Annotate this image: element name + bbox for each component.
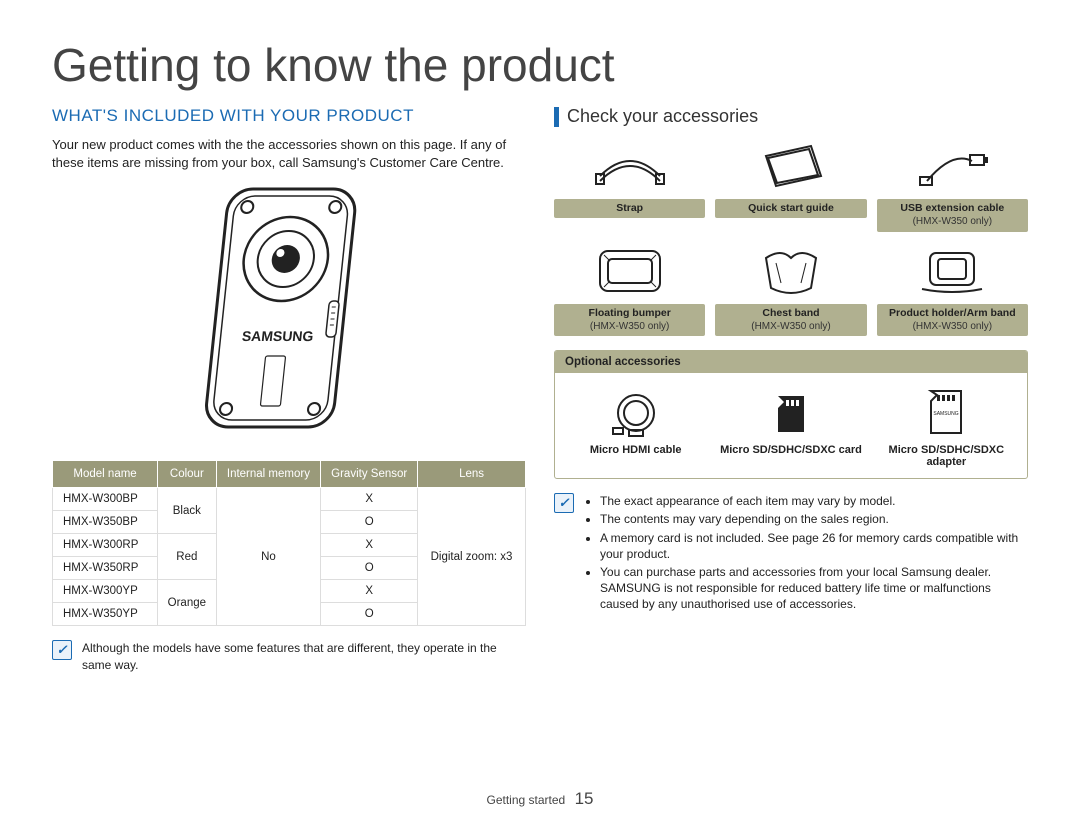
chest-icon xyxy=(715,242,866,300)
product-illustration: SAMSUNG xyxy=(52,181,526,444)
note-item: You can purchase parts and accessories f… xyxy=(600,564,1028,613)
holder-icon xyxy=(877,242,1028,300)
sub-heading: Check your accessories xyxy=(554,106,1028,127)
optional-item-label: Micro SD/SDHC/SDXC card xyxy=(716,444,865,456)
page-root: Getting to know the product WHAT'S INCLU… xyxy=(0,0,1080,673)
accessory-label: Strap xyxy=(554,199,705,218)
accessories-grid: Strap Quick start guide USB extension ca… xyxy=(554,137,1028,336)
svg-text:SAMSUNG: SAMSUNG xyxy=(241,328,314,344)
models-table: Model name Colour Internal memory Gravit… xyxy=(52,460,526,626)
table-row: HMX-W300BP Black No X Digital zoom: x3 xyxy=(53,488,526,511)
svg-text:SAMSUNG: SAMSUNG xyxy=(934,411,959,417)
microsd-icon xyxy=(716,385,865,440)
right-column: Check your accessories Strap Quick start… xyxy=(554,98,1028,673)
intro-paragraph: Your new product comes with the the acce… xyxy=(52,136,526,171)
sub-heading-text: Check your accessories xyxy=(567,106,758,127)
accessory-label: Product holder/Arm band(HMX-W350 only) xyxy=(877,304,1028,337)
optional-item-label: Micro HDMI cable xyxy=(561,444,710,456)
accessory-cell: Quick start guide xyxy=(715,137,866,232)
note-item: The exact appearance of each item may va… xyxy=(600,493,1028,509)
footer-page-number: 15 xyxy=(575,789,594,808)
optional-item: Micro HDMI cable xyxy=(561,385,710,468)
optional-accessories-box: Optional accessories Micro HDMI cable Mi… xyxy=(554,350,1028,479)
right-notes: ✓ The exact appearance of each item may … xyxy=(554,493,1028,614)
accessory-cell: Product holder/Arm band(HMX-W350 only) xyxy=(877,242,1028,337)
accessory-cell: Strap xyxy=(554,137,705,232)
optional-header: Optional accessories xyxy=(555,351,1027,373)
accessory-cell: USB extension cable(HMX-W350 only) xyxy=(877,137,1028,232)
left-note: ✓ Although the models have some features… xyxy=(52,640,526,672)
accessory-cell: Chest band(HMX-W350 only) xyxy=(715,242,866,337)
columns: WHAT'S INCLUDED WITH YOUR PRODUCT Your n… xyxy=(52,98,1028,673)
camera-icon: SAMSUNG xyxy=(204,181,374,441)
info-icon: ✓ xyxy=(52,640,72,660)
th-lens: Lens xyxy=(418,461,526,488)
section-title-included: WHAT'S INCLUDED WITH YOUR PRODUCT xyxy=(52,106,526,126)
usb-icon xyxy=(877,137,1028,195)
th-gravity: Gravity Sensor xyxy=(321,461,418,488)
accessory-label: Floating bumper(HMX-W350 only) xyxy=(554,304,705,337)
footer-section: Getting started xyxy=(487,793,566,807)
accessory-label: Quick start guide xyxy=(715,199,866,218)
sdadapter-icon: SAMSUNG xyxy=(872,385,1021,440)
note-item: The contents may vary depending on the s… xyxy=(600,511,1028,527)
accessory-label: Chest band(HMX-W350 only) xyxy=(715,304,866,337)
accessory-cell: Floating bumper(HMX-W350 only) xyxy=(554,242,705,337)
guide-icon xyxy=(715,137,866,195)
bumper-icon xyxy=(554,242,705,300)
notes-list: The exact appearance of each item may va… xyxy=(584,493,1028,614)
optional-item-label: Micro SD/SDHC/SDXC adapter xyxy=(872,444,1021,468)
left-note-text: Although the models have some features t… xyxy=(82,640,526,672)
page-title: Getting to know the product xyxy=(52,38,1028,92)
optional-item: SAMSUNG Micro SD/SDHC/SDXC adapter xyxy=(872,385,1021,468)
th-colour: Colour xyxy=(158,461,216,488)
optional-body: Micro HDMI cable Micro SD/SDHC/SDXC card… xyxy=(555,373,1027,478)
page-footer: Getting started 15 xyxy=(0,789,1080,809)
strap-icon xyxy=(554,137,705,195)
note-item: A memory card is not included. See page … xyxy=(600,530,1028,562)
optional-item: Micro SD/SDHC/SDXC card xyxy=(716,385,865,468)
left-column: WHAT'S INCLUDED WITH YOUR PRODUCT Your n… xyxy=(52,98,526,673)
hdmi-icon xyxy=(561,385,710,440)
heading-bar xyxy=(554,107,559,127)
th-memory: Internal memory xyxy=(216,461,321,488)
info-icon: ✓ xyxy=(554,493,574,513)
accessory-label: USB extension cable(HMX-W350 only) xyxy=(877,199,1028,232)
th-model: Model name xyxy=(53,461,158,488)
